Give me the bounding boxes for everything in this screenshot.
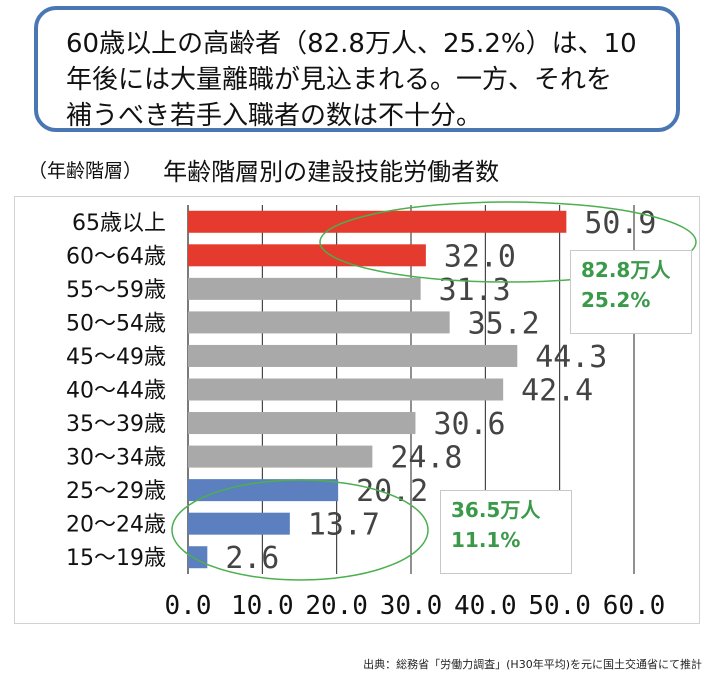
bar (188, 378, 504, 401)
source-note: 出典：総務省「労働力調査」(H30年平均)を元に国土交通省にて推計 (363, 658, 702, 671)
category-label: 45～49歳 (66, 345, 166, 370)
senior-percent-label: 25.2% (581, 288, 651, 312)
x-tick-label: 60.0 (603, 591, 666, 621)
x-tick-label: 40.0 (454, 591, 517, 621)
young-highlight-ellipse (171, 479, 429, 581)
callout-line: 年後には大量離職が見込まれる。一方、それを (66, 65, 613, 95)
senior-share-note: 82.8万人 25.2% (570, 250, 692, 334)
y-axis-label: （年齢階層） (28, 160, 143, 182)
x-tick-label: 20.0 (305, 591, 368, 621)
x-tick-label: 10.0 (231, 591, 294, 621)
category-label: 20～24歳 (66, 513, 166, 538)
data-label: 13.7 (308, 508, 380, 543)
young-count-label: 36.5万人 (451, 498, 541, 522)
category-label: 40～44歳 (66, 379, 166, 404)
data-label: 30.6 (433, 407, 505, 442)
category-label: 15～19歳 (66, 546, 166, 571)
bar (188, 479, 339, 502)
senior-count-label: 82.8万人 (581, 258, 671, 282)
senior-highlight-ellipse (319, 201, 697, 283)
bar (188, 512, 290, 535)
data-label: 20.2 (356, 474, 428, 509)
data-label: 50.9 (584, 206, 656, 241)
bar-chart: 65歳以上 60～64歳 55～59歳 50～54歳 45～49歳 40～44歳 35～39… (66, 201, 697, 621)
callout-line: 60歳以上の高齢者（82.8万人、25.2%）は、10 (66, 29, 637, 59)
callout-line: 補うべき若手入職者の数は不十分。 (66, 101, 483, 131)
category-label: 35～39歳 (66, 412, 166, 437)
data-label: 24.8 (390, 441, 462, 476)
x-tick-label: 50.0 (528, 591, 591, 621)
category-label: 55～59歳 (66, 278, 166, 303)
data-label: 44.3 (535, 340, 607, 375)
x-tick-label: 30.0 (380, 591, 443, 621)
category-label: 65歳以上 (72, 211, 166, 236)
data-label: 35.2 (468, 306, 540, 341)
x-tick-label: 0.0 (165, 591, 212, 621)
summary-callout: 60歳以上の高齢者（82.8万人、25.2%）は、10 年後には大量離職が見込ま… (34, 6, 680, 132)
bar (188, 412, 416, 435)
bar (188, 546, 208, 569)
bar (188, 210, 567, 233)
bar (188, 277, 421, 300)
bar (188, 244, 426, 267)
data-label: 31.3 (439, 273, 511, 308)
category-label: 25～29歳 (66, 479, 166, 504)
bar (188, 344, 518, 367)
category-label: 60～64歳 (66, 244, 166, 269)
bar (188, 311, 450, 334)
young-percent-label: 11.1% (451, 528, 521, 552)
category-label: 30～34歳 (66, 446, 166, 471)
data-label: 2.6 (225, 541, 279, 576)
chart-header: （年齢階層） 年齢階層別の建設技能労働者数 (28, 152, 499, 188)
category-label: 50～54歳 (66, 311, 166, 336)
data-label: 32.0 (444, 239, 516, 274)
data-label: 42.4 (521, 374, 593, 409)
bar (188, 445, 373, 468)
young-share-note: 36.5万人 11.1% (440, 490, 572, 574)
chart-title: 年齢階層別の建設技能労働者数 (163, 158, 500, 186)
